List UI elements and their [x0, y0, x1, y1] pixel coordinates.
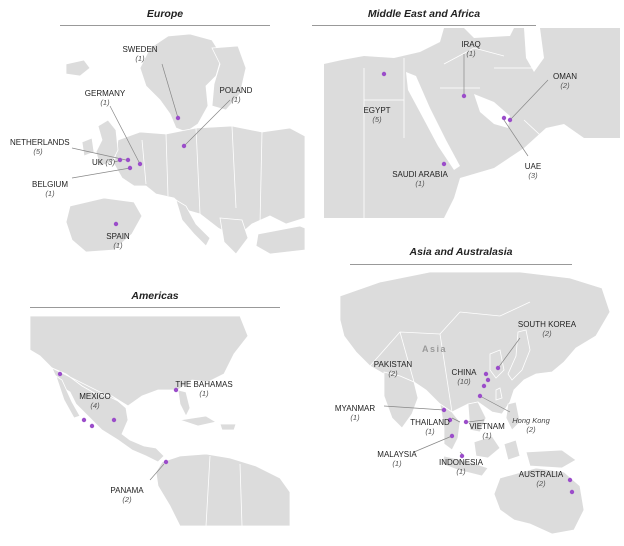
marker-spain[interactable] [113, 221, 119, 227]
label-spain: SPAIN (1) [106, 232, 130, 250]
label-egypt: EGYPT (5) [363, 106, 391, 124]
title-rule-americas [30, 307, 280, 308]
europe-map [0, 28, 305, 268]
americas-map [30, 316, 290, 526]
label-thailand: THAILAND (1) [410, 418, 450, 436]
label-saudi: SAUDI ARABIA (1) [392, 170, 448, 188]
label-sweden: SWEDEN (1) [122, 45, 158, 63]
label-uae: UAE (3) [524, 162, 542, 180]
label-mexico: MEXICO (4) [79, 392, 111, 410]
title-rule-europe [60, 25, 270, 26]
panel-title-asia: Asia and Australasia [409, 246, 513, 258]
marker-uk[interactable] [117, 157, 123, 163]
marker-hong-kong[interactable] [477, 393, 483, 399]
label-uk: UK (3) [92, 158, 116, 167]
marker-uae[interactable] [501, 115, 507, 121]
label-netherlands: NETHERLANDS (5) [10, 138, 70, 156]
marker-thailand[interactable] [447, 417, 453, 423]
marker-sweden[interactable] [175, 115, 181, 121]
marker-poland[interactable] [181, 143, 187, 149]
marker-saudi[interactable] [441, 161, 447, 167]
label-south-korea: SOUTH KOREA (2) [517, 320, 577, 338]
panel-title-mea: Middle East and Africa [367, 8, 481, 20]
marker-panama[interactable] [163, 459, 169, 465]
label-oman: OMAN (2) [553, 72, 577, 90]
title-rule-mea [312, 25, 536, 26]
asia-map [340, 272, 620, 537]
title-rule-asia [350, 264, 572, 265]
label-hong-kong: Hong Kong (2) [512, 416, 550, 434]
marker-mexico-1[interactable] [57, 371, 63, 377]
continent-label-asia: Asia [422, 344, 448, 354]
label-myanmar: MYANMAR (1) [334, 404, 376, 422]
label-bahamas: THE BAHAMAS (1) [175, 380, 233, 398]
label-indonesia: INDONESIA (1) [438, 458, 483, 476]
marker-iraq[interactable] [461, 93, 467, 99]
panel-title-americas: Americas [131, 290, 179, 302]
marker-australia-1[interactable] [567, 477, 573, 483]
mea-map [324, 28, 620, 218]
marker-china-2[interactable] [483, 371, 489, 377]
marker-malaysia[interactable] [449, 433, 455, 439]
marker-bahamas[interactable] [173, 387, 179, 393]
marker-germany[interactable] [137, 161, 143, 167]
label-poland: POLAND (1) [219, 86, 253, 104]
marker-egypt[interactable] [381, 71, 387, 77]
label-pakistan: PAKISTAN (2) [373, 360, 413, 378]
label-iraq: IRAQ (1) [461, 40, 481, 58]
label-belgium: BELGIUM (1) [31, 180, 68, 198]
marker-china-1[interactable] [485, 377, 491, 383]
label-australia: AUSTRALIA (2) [518, 470, 564, 488]
marker-belgium[interactable] [127, 165, 133, 171]
marker-south-korea[interactable] [495, 365, 501, 371]
marker-vietnam[interactable] [463, 419, 469, 425]
marker-china-3[interactable] [481, 383, 487, 389]
marker-oman[interactable] [507, 117, 513, 123]
marker-australia-2[interactable] [569, 489, 575, 495]
label-malaysia: MALAYSIA (1) [377, 450, 417, 468]
marker-mexico-2[interactable] [81, 417, 87, 423]
label-china: CHINA (10) [451, 368, 477, 386]
marker-mexico-3[interactable] [89, 423, 95, 429]
label-vietnam: VIETNAM (1) [469, 422, 505, 440]
label-panama: PANAMA (2) [110, 486, 144, 504]
label-germany: GERMANY (1) [84, 89, 126, 107]
marker-netherlands[interactable] [125, 157, 131, 163]
marker-myanmar[interactable] [441, 407, 447, 413]
marker-indonesia[interactable] [459, 453, 465, 459]
marker-mexico-4[interactable] [111, 417, 117, 423]
panel-title-europe: Europe [146, 8, 184, 20]
